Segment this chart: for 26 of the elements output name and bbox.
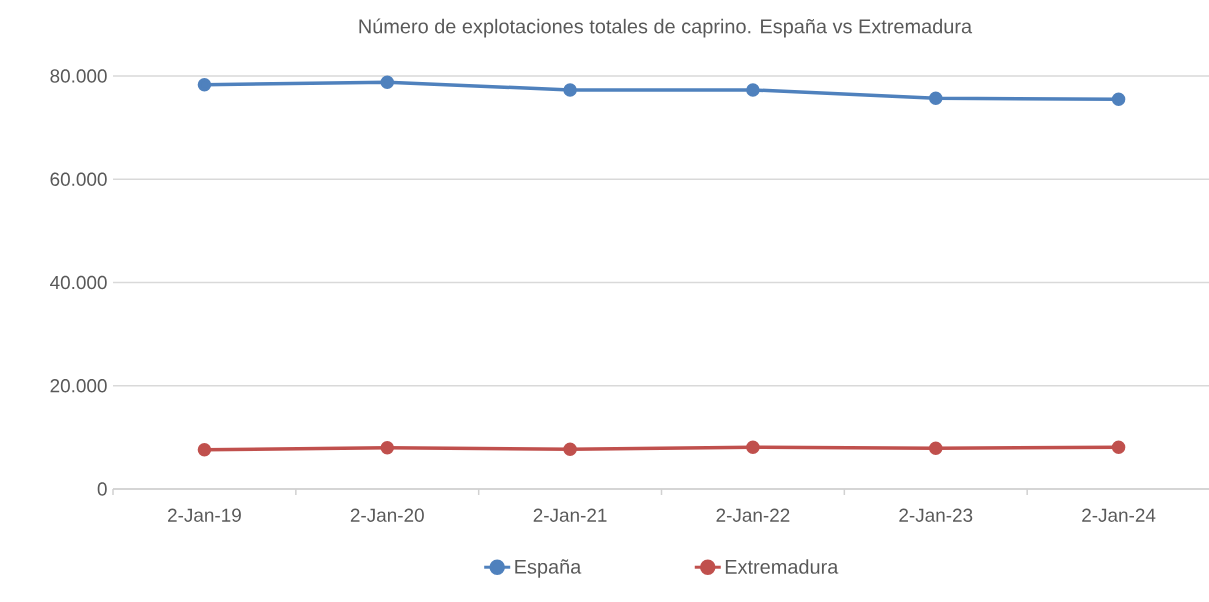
- x-tick-label: 2-Jan-19: [168, 508, 241, 522]
- point: [563, 442, 577, 456]
- point: [563, 83, 577, 97]
- x-tick-label: 2-Jan-24: [1082, 508, 1156, 522]
- y-tick-label: 80.000: [50, 69, 107, 83]
- point: [1111, 440, 1126, 454]
- x-tick-label: 2-Jan-21: [533, 508, 607, 522]
- point: [380, 440, 395, 455]
- point: [746, 440, 760, 454]
- point: [746, 83, 760, 97]
- point: [197, 443, 212, 457]
- y-tick-label: 40.000: [50, 275, 107, 290]
- point: [1111, 92, 1126, 106]
- point: [929, 91, 943, 105]
- x-tick-label: 2-Jan-22: [716, 508, 790, 522]
- chart-title: Número de explotaciones totales de caprino. España vs Extremadura: [359, 18, 973, 38]
- y-tick-label: 0: [97, 482, 107, 496]
- y-tick-label: 20.000: [50, 379, 107, 393]
- x-tick-label: 2-Jan-23: [899, 508, 973, 522]
- y-tick-label: 60.000: [50, 172, 107, 186]
- x-tick-label: 2-Jan-20: [350, 508, 424, 522]
- point: [197, 78, 212, 92]
- point: [380, 75, 395, 89]
- legend-label: Extremadura: [725, 559, 839, 574]
- point: [929, 441, 943, 455]
- legend-label: España: [515, 559, 582, 578]
